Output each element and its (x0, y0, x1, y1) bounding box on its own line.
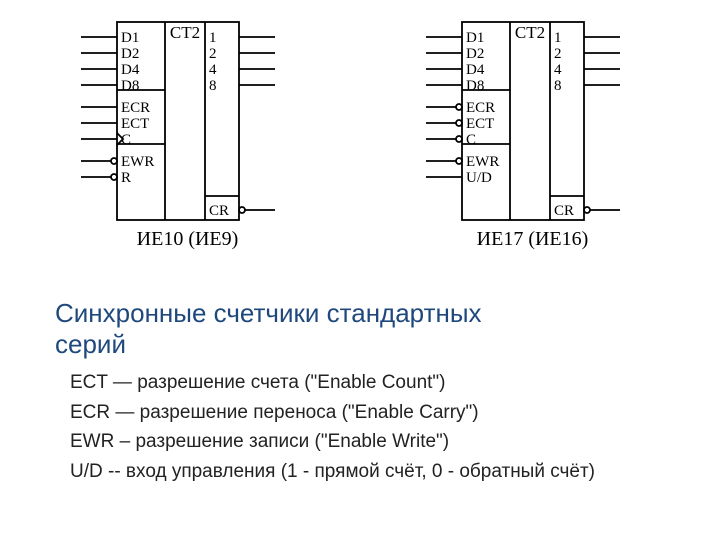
pin-label-ect: ECT (121, 116, 149, 132)
pin-label-8: 8 (554, 78, 562, 94)
pin-label-cr: CR (554, 203, 574, 219)
page: CT2D1D2D4D8ECRECTCEWRR1248CRИЕ10 (ИЕ9)CT… (0, 0, 720, 540)
pin-label-d8: D8 (466, 78, 484, 94)
pin-label-4: 4 (554, 62, 562, 78)
pin-label-ewr: EWR (466, 154, 499, 170)
pin-label-ecr: ECR (466, 100, 495, 116)
pin-label-d4: D4 (121, 62, 140, 78)
page-title: Синхронные счетчики стандартных серий (55, 298, 655, 360)
title-line-1: Синхронные счетчики стандартных (55, 298, 482, 328)
legend-line: EWR – разрешение записи ("Enable Write") (70, 429, 670, 455)
pin-label-ud: U/D (466, 170, 492, 186)
pin-label-r: R (121, 170, 131, 186)
pin-label-ect: ECT (466, 116, 494, 132)
pin-label-4: 4 (209, 62, 217, 78)
pin-label-d1: D1 (121, 30, 139, 46)
pin-label-2: 2 (554, 46, 562, 62)
pin-label-d4: D4 (466, 62, 485, 78)
chip-chip_b: CT2 D1D2D4D8 ECRECTC EWRU/D 1248 CR ИЕ17 (ИЕ16… (420, 18, 645, 278)
pin-label-ecr: ECR (121, 100, 150, 116)
legend-block: ECT — разрешение счета ("Enable Count") … (70, 370, 670, 489)
chip-header: CT2 (515, 23, 545, 42)
pin-label-d8: D8 (121, 78, 139, 94)
legend-line: U/D -- вход управления (1 - прямой счёт,… (70, 459, 670, 485)
chip-header: CT2 (170, 23, 200, 42)
pin-label-d2: D2 (121, 46, 139, 62)
pin-label-c: C (121, 132, 131, 148)
chips-row: CT2D1D2D4D8ECRECTCEWRR1248CRИЕ10 (ИЕ9)CT… (35, 18, 685, 278)
chip-caption: ИЕ17 (ИЕ16) (420, 228, 645, 251)
chip-chip_a: CT2 D1D2D4D8 ECRECTC EWRR 1248 CR ИЕ10 (ИЕ9) (75, 18, 300, 278)
chip-diagram: CT2 D1D2D4D8 ECRECTC EWRU/D 1248 CR (420, 18, 626, 224)
chip-caption: ИЕ10 (ИЕ9) (75, 228, 300, 251)
legend-line: ECT — разрешение счета ("Enable Count") (70, 370, 670, 396)
chip-diagram: CT2 D1D2D4D8 ECRECTC EWRR 1248 CR (75, 18, 281, 224)
pin-label-ewr: EWR (121, 154, 154, 170)
pin-label-1: 1 (209, 30, 217, 46)
title-line-2: серий (55, 329, 126, 359)
legend-line: ECR — разрешение переноса ("Enable Carry… (70, 400, 670, 426)
pin-label-cr: CR (209, 203, 229, 219)
pin-label-d1: D1 (466, 30, 484, 46)
pin-label-d2: D2 (466, 46, 484, 62)
pin-label-2: 2 (209, 46, 217, 62)
pin-label-1: 1 (554, 30, 562, 46)
pin-label-c: C (466, 132, 476, 148)
pin-label-8: 8 (209, 78, 217, 94)
